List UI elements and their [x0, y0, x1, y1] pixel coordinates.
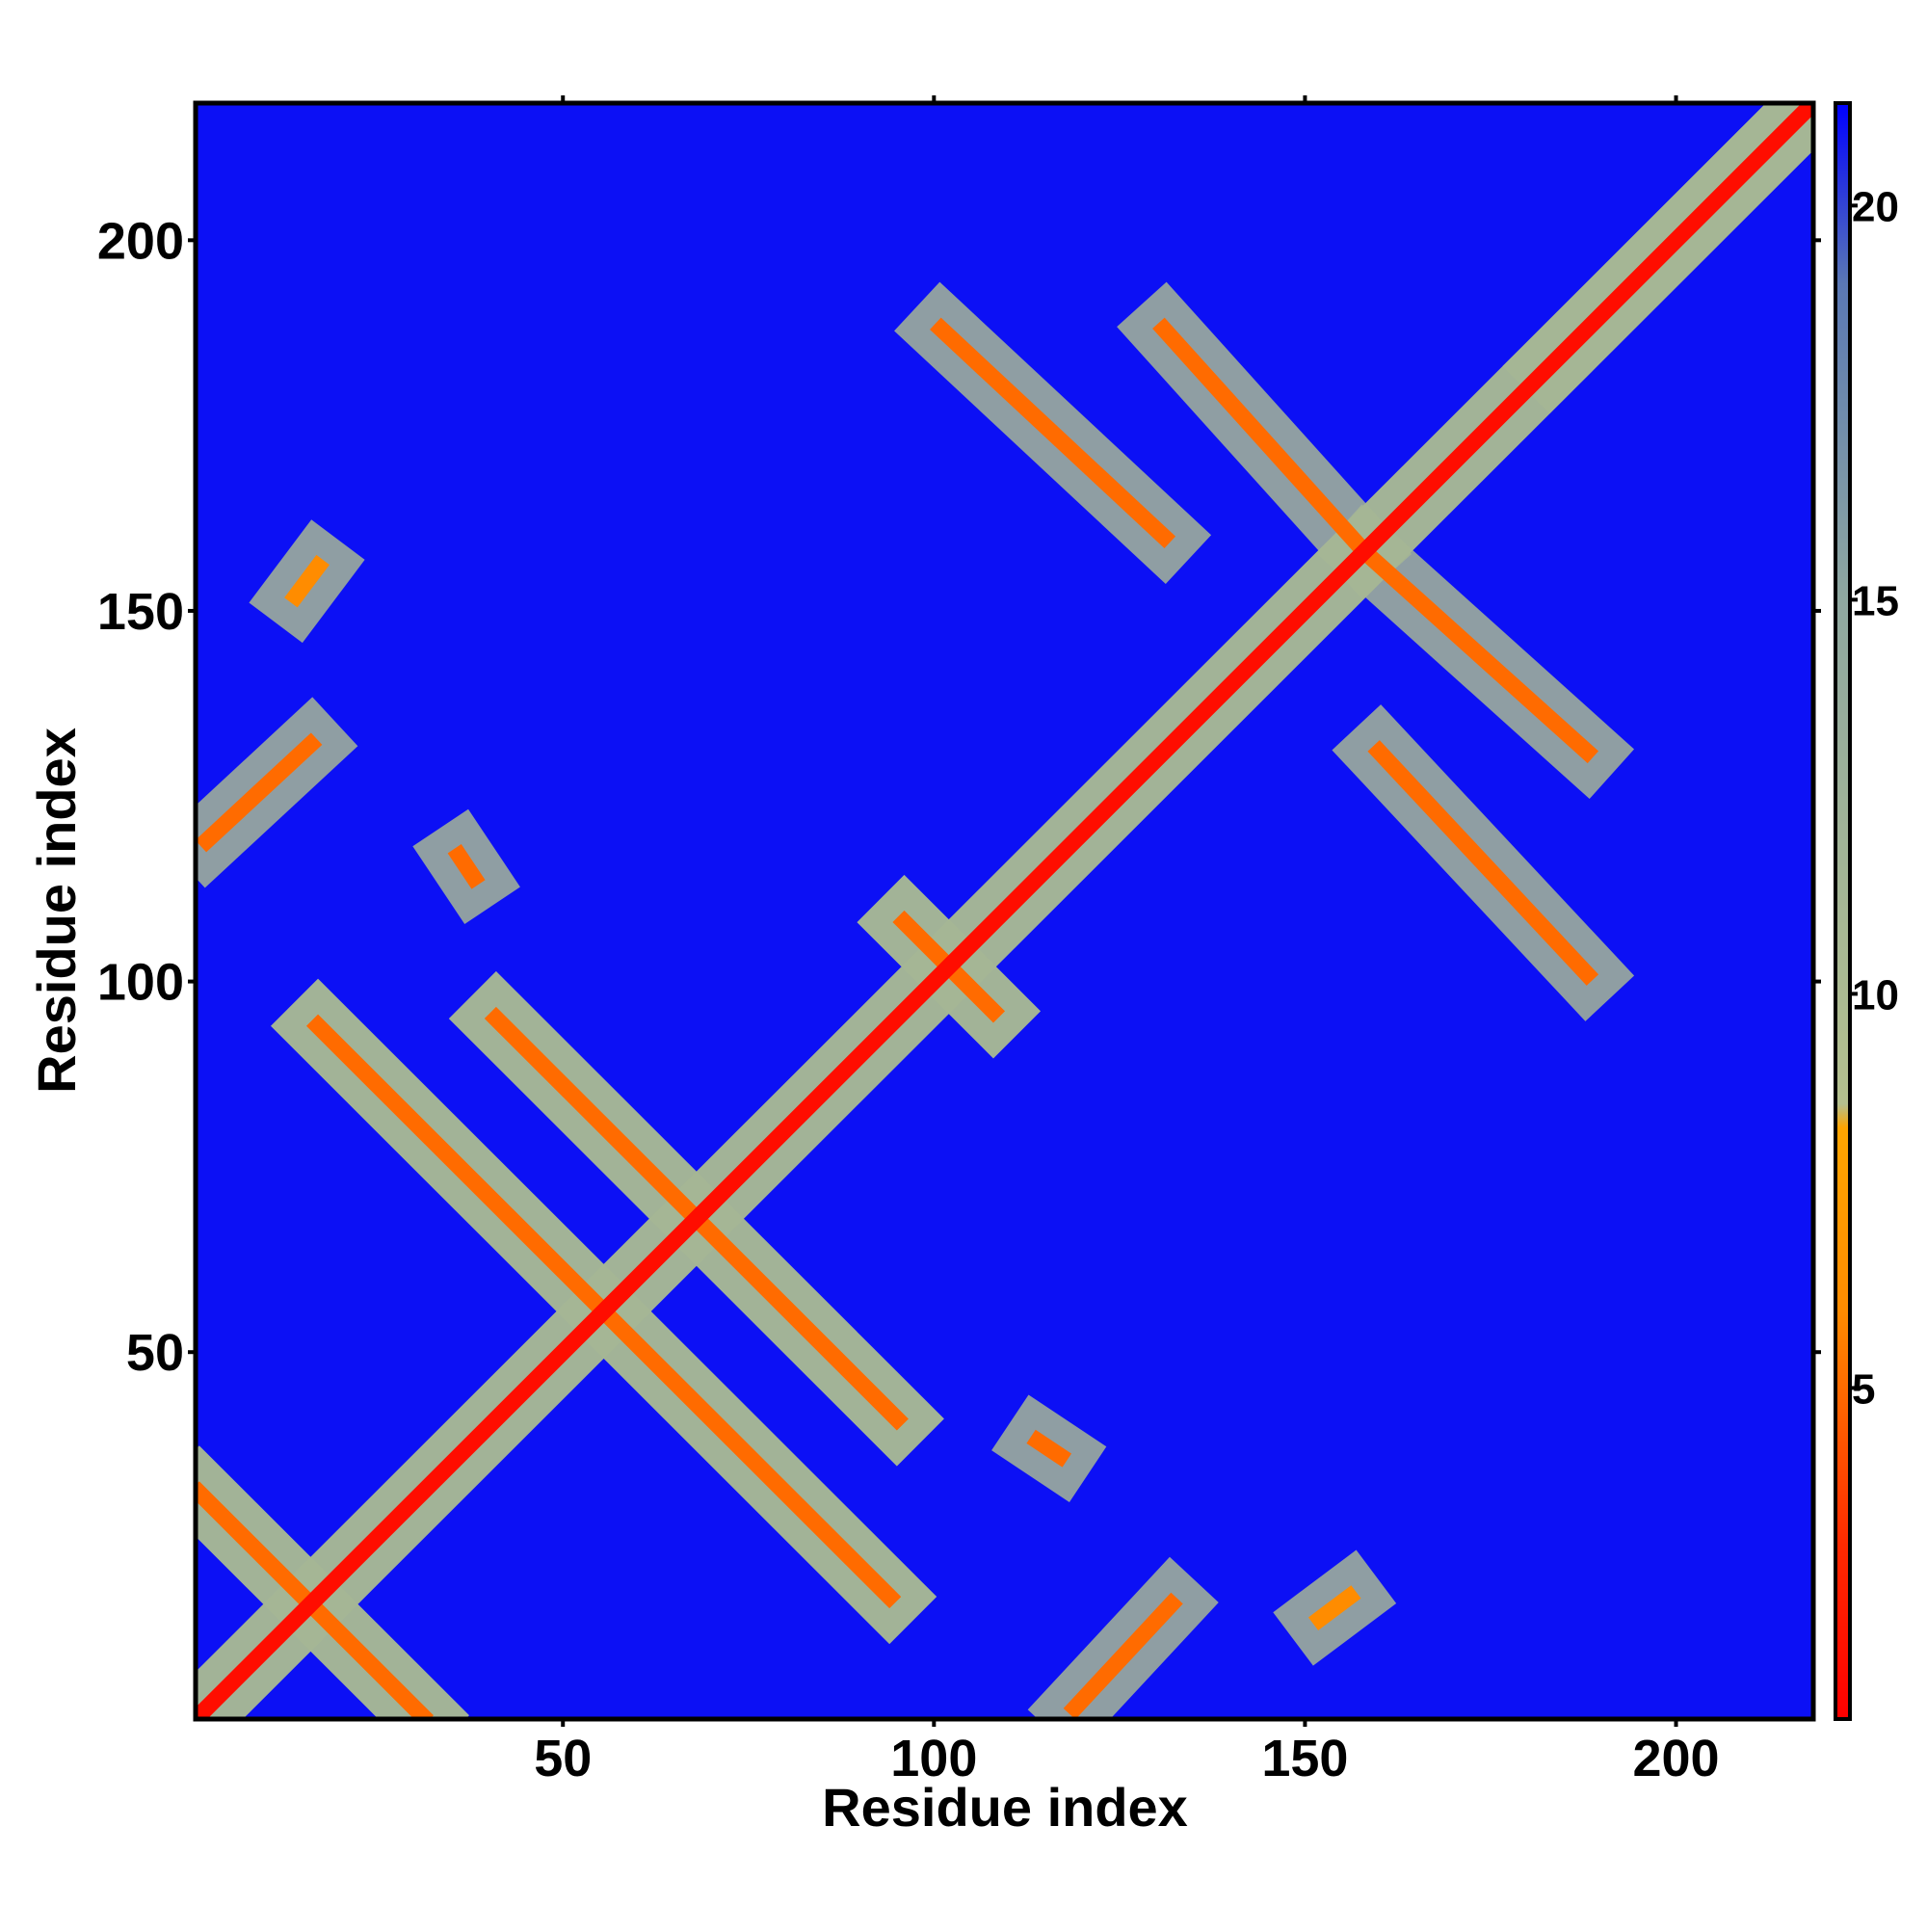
contact-band [1063, 1592, 1183, 1719]
contact-band [284, 554, 330, 608]
contact-band [1367, 740, 1599, 986]
contact-band [196, 103, 1813, 1719]
y-tick-label: 200 [97, 212, 184, 270]
heatmap [196, 103, 1813, 1719]
colorbar-tick-label: 15 [1852, 577, 1899, 624]
plot-frame [193, 100, 1816, 1722]
contact-band [447, 844, 486, 889]
x-axis-title: Residue index [822, 1777, 1188, 1838]
contact-band [1353, 540, 1599, 764]
colorbar [1834, 101, 1852, 1721]
y-tick-label: 50 [126, 1324, 184, 1382]
x-tick-label: 200 [1632, 1730, 1719, 1787]
contact-band [1026, 1429, 1072, 1468]
x-tick-label: 100 [890, 1730, 977, 1787]
y-tick-label: 150 [97, 583, 184, 641]
y-axis-title: Residue index [26, 728, 87, 1094]
contact-band [196, 732, 323, 853]
colorbar-tick-label: 20 [1852, 183, 1899, 230]
colorbar-tick-label: 10 [1852, 971, 1899, 1019]
contact-band [1152, 317, 1377, 564]
colorbar-tick-label: 5 [1852, 1365, 1875, 1413]
x-tick-label: 150 [1261, 1730, 1348, 1787]
x-tick-label: 50 [534, 1730, 592, 1787]
y-tick-label: 100 [97, 954, 184, 1012]
contact-band [1307, 1585, 1361, 1631]
contact-band [930, 317, 1176, 548]
